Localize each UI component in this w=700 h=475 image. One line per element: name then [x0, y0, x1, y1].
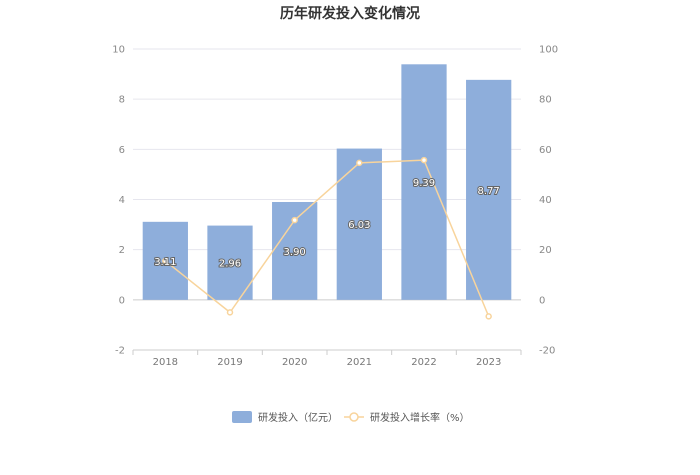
x-tick-label: 2020	[282, 357, 307, 368]
y-right-tick: 80	[539, 95, 552, 106]
y-right-tick: 60	[539, 145, 552, 156]
chart-title: 历年研发投入变化情况	[280, 5, 420, 22]
x-tick-label: 2021	[347, 357, 372, 368]
legend[interactable]: 研发投入（亿元） 研发投入增长率（%）	[232, 411, 470, 424]
y-left-tick: 4	[119, 195, 125, 206]
legend-line-marker	[349, 412, 359, 422]
growth-point	[291, 216, 298, 224]
x-tick-label: 2022	[411, 357, 436, 368]
x-tick-label: 2018	[153, 357, 178, 368]
growth-line-path	[164, 159, 490, 317]
growth-line	[162, 156, 492, 320]
y-left-tick: -2	[115, 346, 125, 357]
y-left-tick: 6	[119, 145, 125, 156]
bar-data-label: 9.39	[413, 178, 435, 189]
y-right-tick: 40	[539, 195, 552, 206]
bar-data-label: 6.03	[348, 220, 370, 231]
legend-bar-label: 研发投入（亿元）	[258, 411, 338, 424]
x-tick-label: 2023	[476, 357, 501, 368]
bar-data-label: 3.90	[284, 247, 306, 258]
bar	[207, 225, 253, 300]
growth-point	[162, 257, 169, 265]
growth-point	[485, 313, 492, 320]
bar	[336, 148, 382, 300]
bar	[401, 64, 447, 300]
bar-data-label: 2.96	[219, 259, 241, 270]
y-left-tick: 2	[119, 245, 125, 256]
bar	[466, 79, 512, 300]
y-left-tick: 10	[112, 45, 125, 56]
y-right-tick: 0	[539, 295, 545, 306]
bars	[142, 64, 512, 300]
legend-line-label: 研发投入增长率（%）	[370, 411, 470, 424]
bar-data-label: 3.11	[154, 257, 176, 268]
y-left-tick: 8	[119, 95, 125, 106]
y-right-tick: 100	[539, 45, 558, 56]
grid-lines	[133, 48, 521, 351]
y-right-tick: -20	[539, 346, 555, 357]
y-left-tick: 0	[119, 295, 125, 306]
growth-point	[226, 309, 234, 316]
y-right-tick: 20	[539, 245, 552, 256]
x-tick-label: 2019	[217, 357, 242, 368]
growth-point	[356, 159, 363, 167]
growth-point	[420, 156, 428, 164]
axis-ticks: 10 100 8 80 6 60 4 40 2 20 0 0 -2 -20 2018 2019 2020 2021…	[112, 45, 558, 369]
data-labels: 3.11 2.96 3.90 6.03 9.39 8.77	[153, 177, 501, 271]
bar-data-label: 8.77	[478, 186, 500, 197]
legend-bar-swatch	[232, 411, 252, 423]
